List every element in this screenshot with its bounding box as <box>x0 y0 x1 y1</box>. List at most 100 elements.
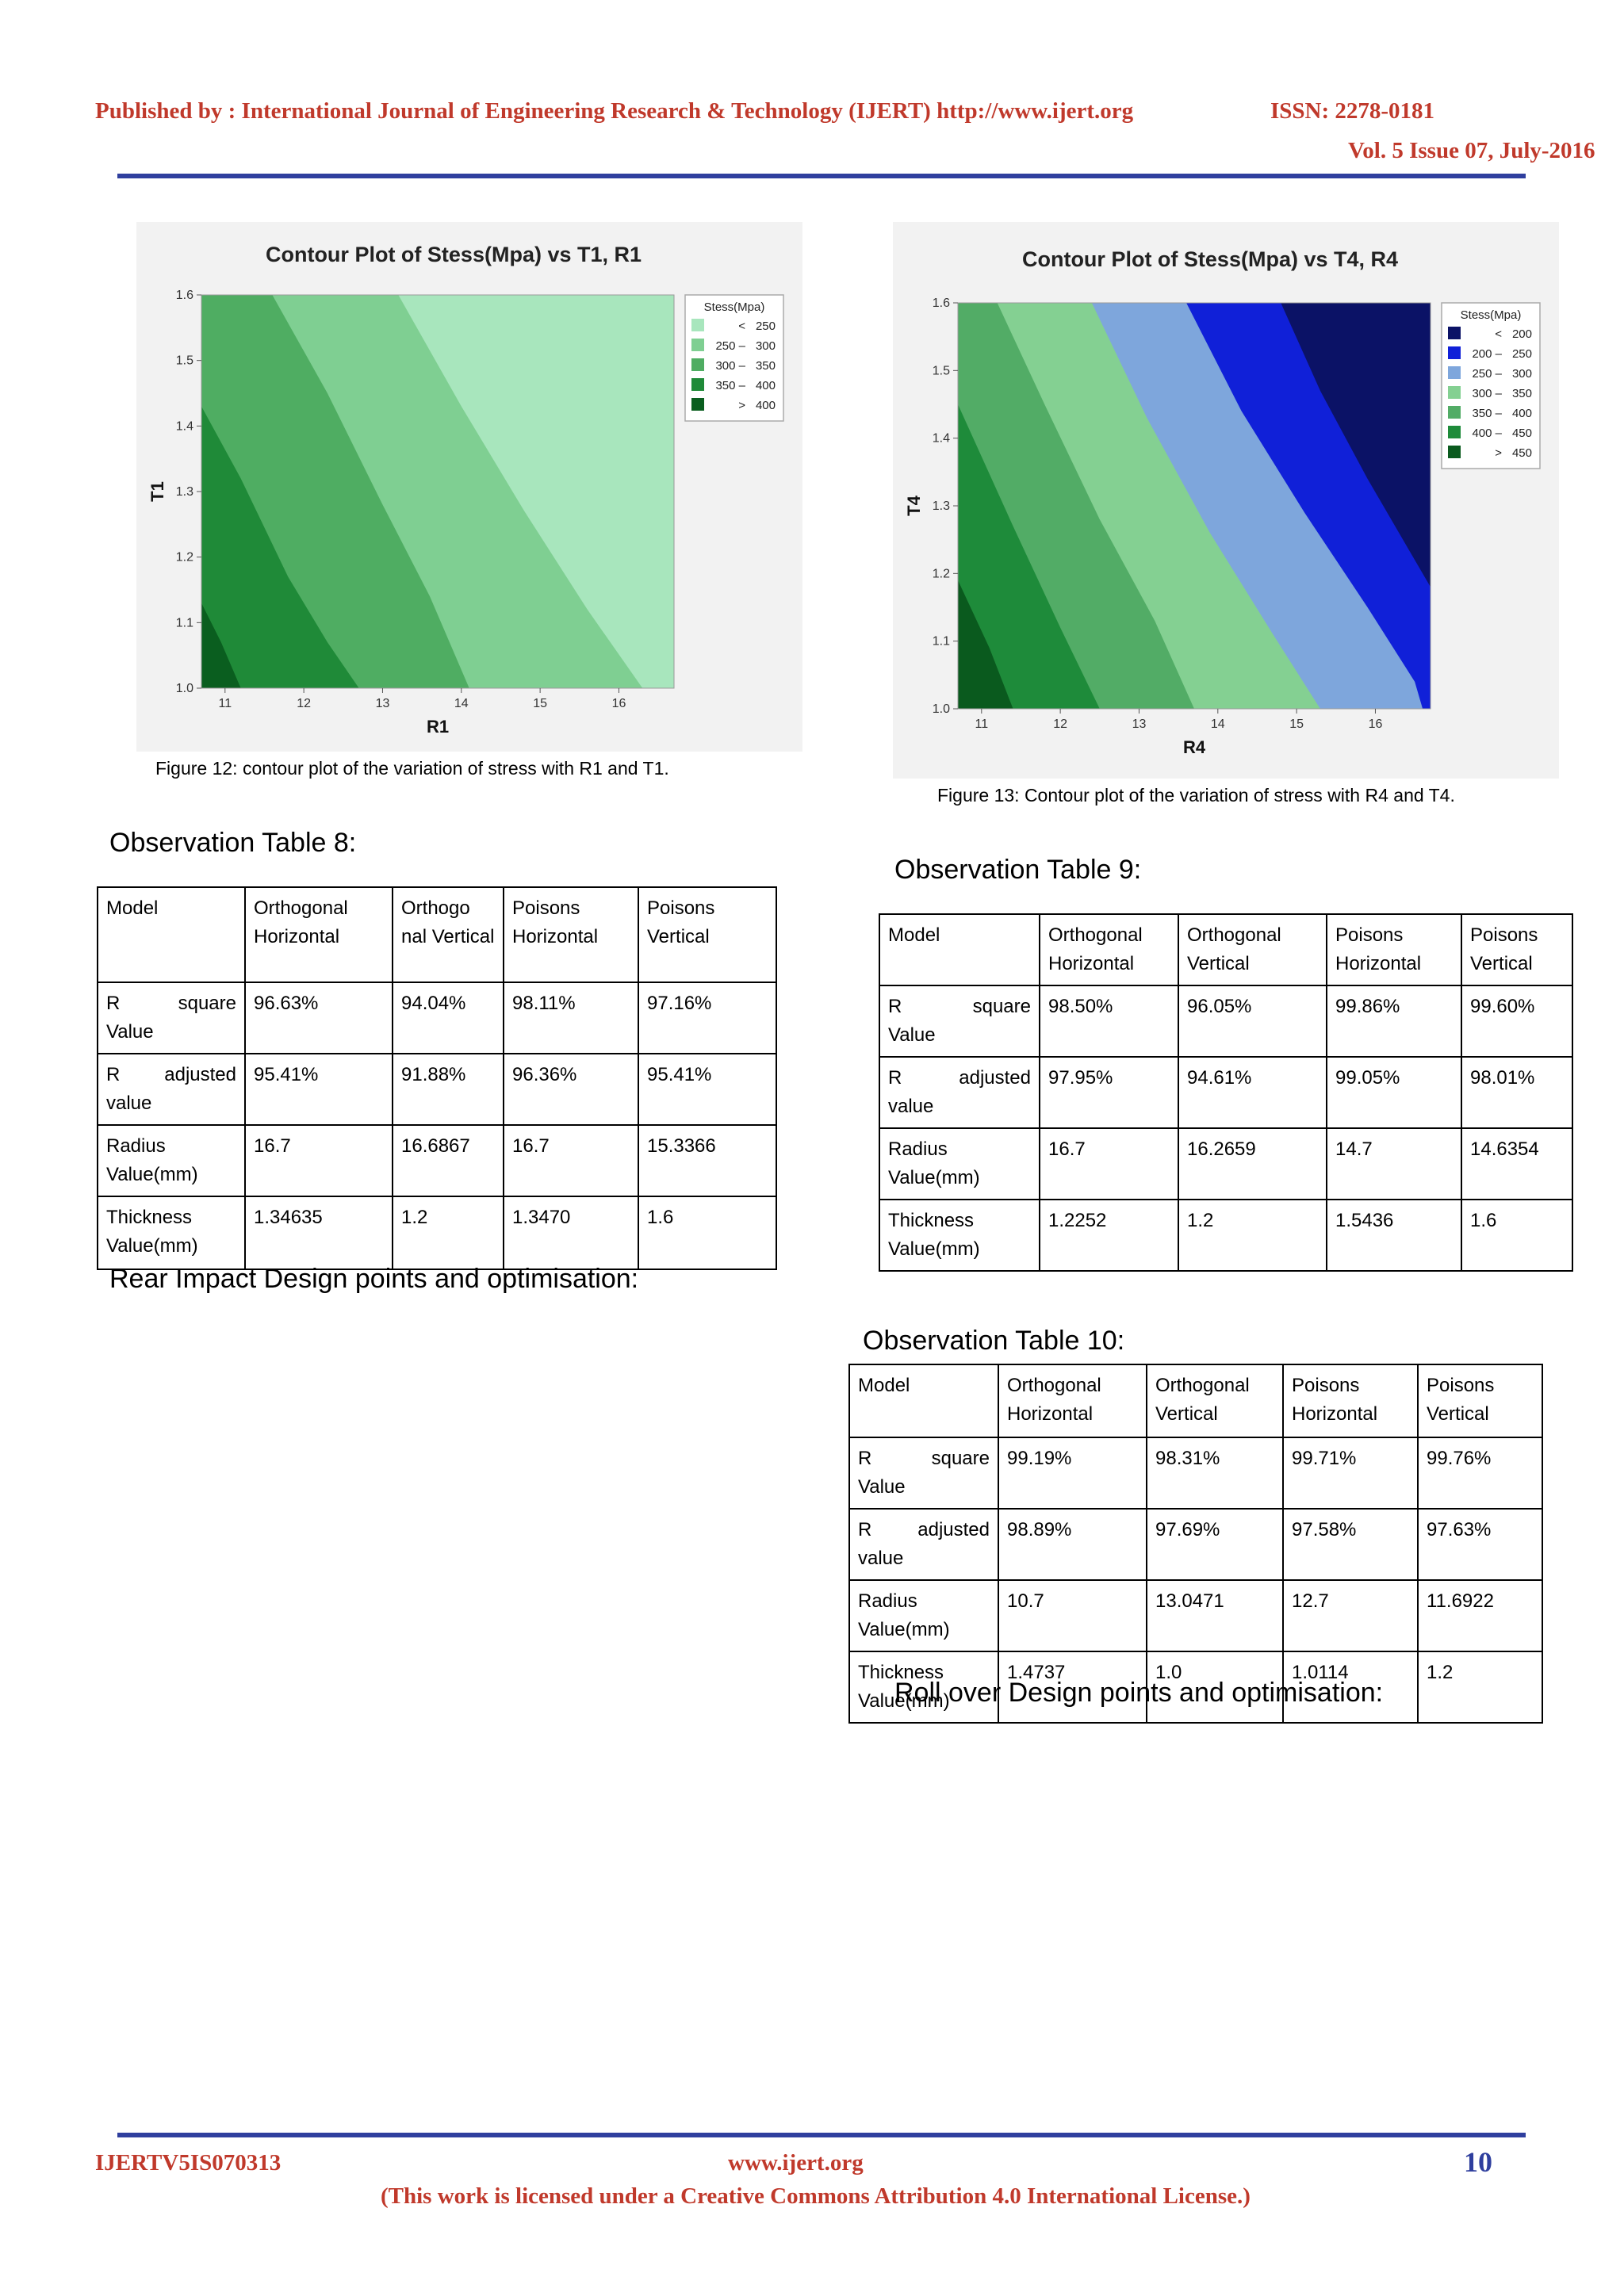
table-cell: 95.41% <box>638 1053 777 1126</box>
y-tick-label: 1.0 <box>933 702 950 716</box>
chart-title: Contour Plot of Stess(Mpa) vs T1, R1 <box>266 243 642 266</box>
y-axis-label: T1 <box>147 481 167 502</box>
table-cell: 98.50% <box>1039 985 1179 1058</box>
legend-swatch <box>1448 446 1461 458</box>
table-cell: 99.71% <box>1282 1437 1419 1510</box>
x-tick-label: 16 <box>1369 718 1383 731</box>
contour-svg: Contour Plot of Stess(Mpa) vs T4, R4 11 12… <box>904 247 1541 757</box>
x-tick-label: 11 <box>218 697 232 710</box>
footer-license: (This work is licensed under a Creative … <box>381 2183 1251 2209</box>
row-label-part: Value <box>106 1021 154 1043</box>
table-cell: 1.3470 <box>503 1196 639 1270</box>
legend-label: 300 – <box>1472 387 1502 400</box>
table-cell: 99.19% <box>998 1437 1147 1510</box>
x-tick-label: 11 <box>975 718 988 731</box>
table-cell: 99.86% <box>1326 985 1462 1058</box>
row-label: R adjusted value <box>879 1056 1040 1129</box>
figure-12-contour-plot: Contour Plot of Stess(Mpa) vs T1, R1 11 12… <box>136 222 802 752</box>
table-cell: 96.36% <box>503 1053 639 1126</box>
table-cell: 97.58% <box>1282 1508 1419 1581</box>
table-cell: 1.4737 <box>998 1651 1147 1724</box>
legend-label: 200 – <box>1472 347 1502 361</box>
header-orthogonal-vertical: Orthogonal Vertical <box>1146 1364 1284 1438</box>
x-tick-label: 14 <box>454 697 469 710</box>
header-model: Model <box>97 886 246 983</box>
table-cell: 98.31% <box>1146 1437 1284 1510</box>
legend-label: 350 – <box>1472 407 1502 420</box>
table-cell: 1.5436 <box>1326 1199 1462 1272</box>
table-cell: 16.7 <box>1039 1127 1179 1200</box>
table-row-r-adjusted: R adjusted value 95.41% 91.88% 96.36% 95.… <box>97 1053 777 1126</box>
x-axis-label: R4 <box>1183 737 1206 757</box>
figure-12-caption: Figure 12: contour plot of the variation… <box>155 758 669 779</box>
table-cell: 1.6 <box>1461 1199 1573 1272</box>
table-cell: 97.95% <box>1039 1056 1179 1129</box>
legend-swatch <box>1448 346 1461 359</box>
row-label: Radius Value(mm) <box>879 1127 1040 1200</box>
legend-swatch <box>691 398 704 411</box>
row-label-part: R <box>888 1067 902 1089</box>
contour-svg: Contour Plot of Stess(Mpa) vs T1, R1 11 12… <box>147 243 784 737</box>
figure-13-caption: Figure 13: Contour plot of the variation… <box>937 785 1455 806</box>
y-tick-label: 1.5 <box>933 364 950 377</box>
table-cell: 11.6922 <box>1417 1579 1543 1652</box>
row-label-part: value <box>858 1548 904 1569</box>
legend-label: 300 – <box>715 359 745 373</box>
observation-table-10: Model Orthogonal Horizontal Orthogonal V… <box>848 1364 1543 1724</box>
table-cell: 99.05% <box>1326 1056 1462 1129</box>
legend-range: 200 <box>1512 327 1532 341</box>
chart-title: Contour Plot of Stess(Mpa) vs T4, R4 <box>1022 247 1398 271</box>
table-8-heading: Observation Table 8: <box>109 828 357 858</box>
table-cell: 16.6867 <box>392 1124 504 1197</box>
table-header-row: Model Orthogonal Horizontal Orthogonal V… <box>848 1364 1543 1438</box>
roll-over-heading: Roll over Design points and optimisation… <box>894 1678 1384 1708</box>
table-row-thickness: Thickness Value(mm) 1.4737 1.0 1.0114 1.… <box>848 1651 1543 1724</box>
row-label: R square Value <box>97 982 246 1054</box>
y-tick-label: 1.5 <box>176 354 193 368</box>
table-cell: 91.88% <box>392 1053 504 1126</box>
row-label-part: adjusted <box>959 1067 1031 1089</box>
y-tick-label: 1.0 <box>176 682 193 695</box>
table-cell: 16.7 <box>244 1124 393 1197</box>
legend-swatch <box>1448 406 1461 419</box>
legend-title: Stess(Mpa) <box>704 300 765 314</box>
table-10-heading: Observation Table 10: <box>863 1326 1125 1356</box>
table-cell: 1.2 <box>1417 1651 1543 1724</box>
x-tick-label: 15 <box>533 697 547 710</box>
legend: Stess(Mpa) < 200 200 – 250 250 – 300 300 – 350 35… <box>1441 302 1541 469</box>
table-row-r-adjusted: R adjusted value 98.89% 97.69% 97.58% 97.… <box>848 1508 1543 1581</box>
header-poisons-vertical: Poisons Vertical <box>1461 913 1573 986</box>
legend-label: 250 – <box>715 339 745 353</box>
table-row-r-square: R square Value 96.63% 94.04% 98.11% 97.16… <box>97 982 777 1054</box>
row-label: Thickness Value(mm) <box>879 1199 1040 1272</box>
header-poisons-horizontal: Poisons Horizontal <box>1282 1364 1419 1438</box>
header-model: Model <box>879 913 1040 986</box>
y-axis-label: T4 <box>904 495 924 515</box>
legend-range: 300 <box>756 339 776 353</box>
header-rule <box>117 174 1526 178</box>
contour-region <box>1281 303 1431 587</box>
legend-title: Stess(Mpa) <box>1461 308 1522 322</box>
table-cell: 98.11% <box>503 982 639 1054</box>
footer-site: www.ijert.org <box>728 2150 864 2175</box>
legend-label: < <box>1495 327 1502 341</box>
x-tick-label: 16 <box>612 697 626 710</box>
row-label: R adjusted value <box>848 1508 999 1581</box>
x-tick-label: 14 <box>1211 718 1225 731</box>
header-orthogonal-horizontal: Orthogonal Horizontal <box>998 1364 1147 1438</box>
legend-label: > <box>1495 446 1502 460</box>
legend-range: 450 <box>1512 446 1532 460</box>
y-tick-label: 1.2 <box>933 567 950 580</box>
table-cell: 1.2 <box>1178 1199 1327 1272</box>
table-cell: 14.6354 <box>1461 1127 1573 1200</box>
row-label-part: Value <box>858 1476 906 1498</box>
figure-13-contour-plot: Contour Plot of Stess(Mpa) vs T4, R4 11 12… <box>893 222 1559 779</box>
table-cell: 99.76% <box>1417 1437 1543 1510</box>
header-orthogonal-horizontal: Orthogonal Horizontal <box>244 886 393 983</box>
table-row-r-adjusted: R adjusted value 97.95% 94.61% 99.05% 98.… <box>879 1056 1573 1129</box>
observation-table-8: Model Orthogonal Horizontal Orthogo nal … <box>97 886 777 1270</box>
legend-label: < <box>738 320 745 333</box>
rear-impact-heading: Rear Impact Design points and optimisati… <box>109 1264 639 1294</box>
table-row-r-square: R square Value 98.50% 96.05% 99.86% 99.60… <box>879 985 1573 1058</box>
table-cell: 14.7 <box>1326 1127 1462 1200</box>
